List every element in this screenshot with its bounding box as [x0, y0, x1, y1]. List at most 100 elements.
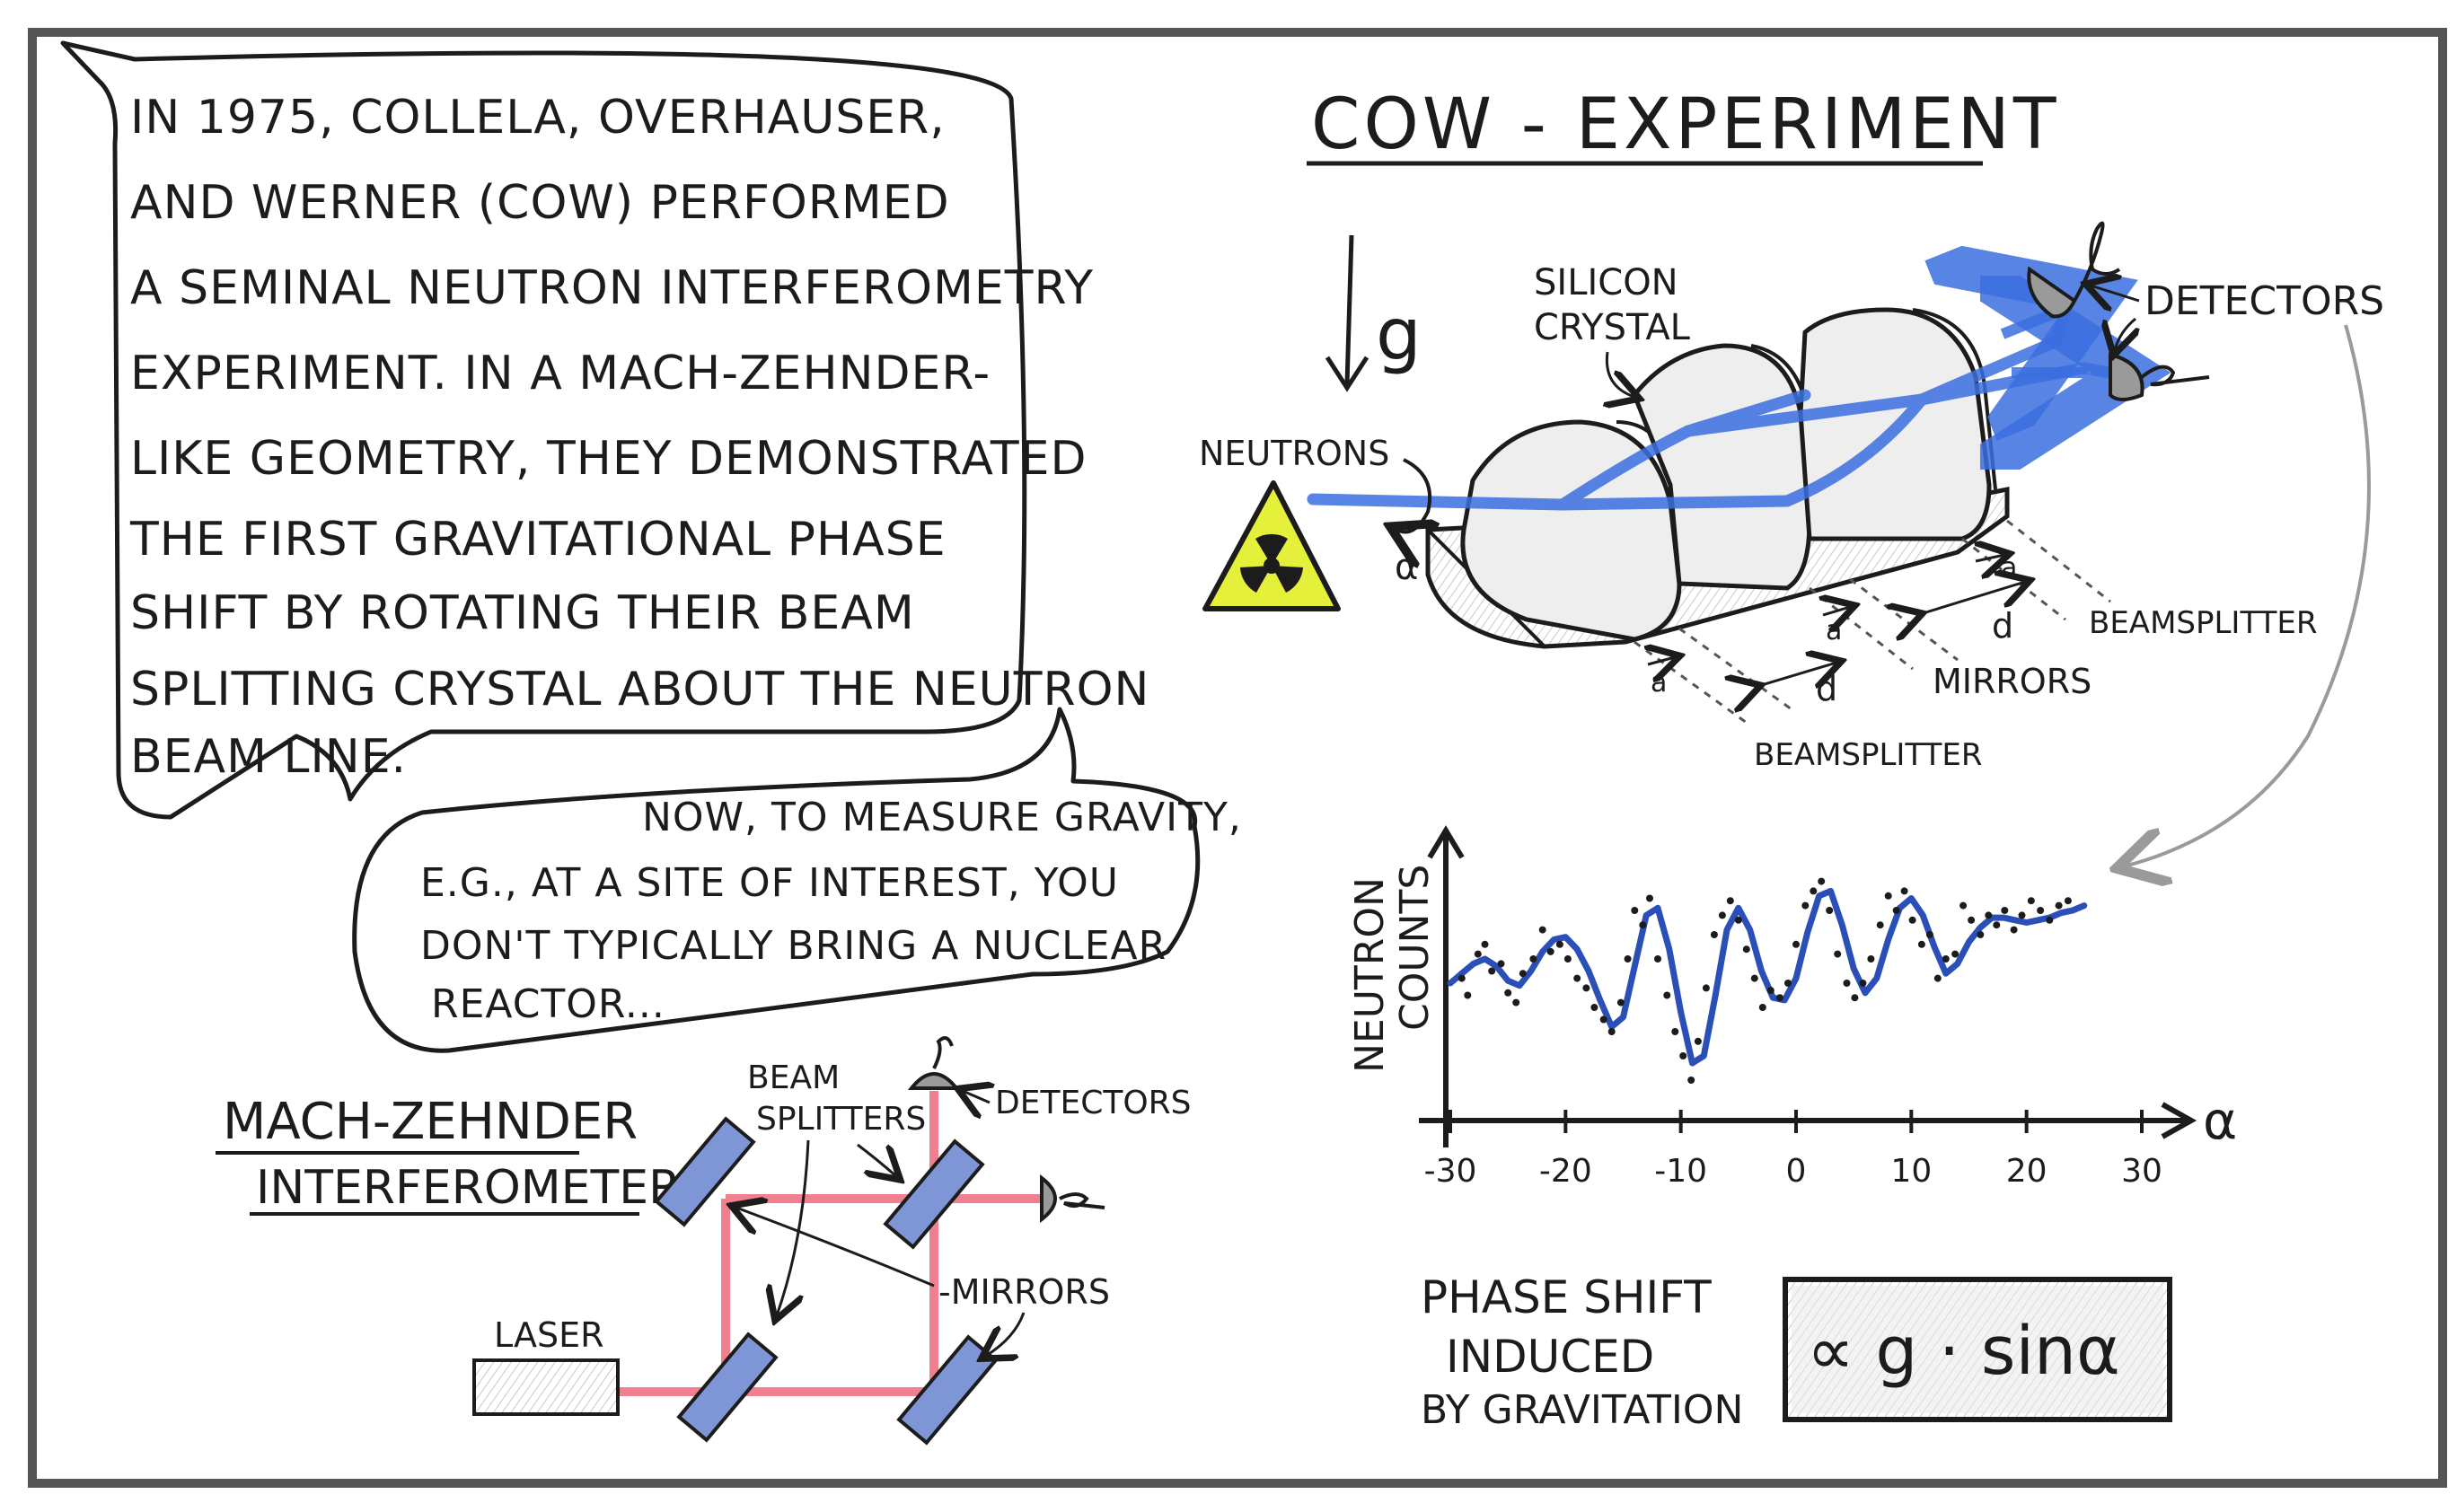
data-point: [1504, 989, 1512, 997]
detector-icon-bottom: [2109, 352, 2210, 401]
data-point: [1843, 980, 1851, 987]
data-point: [1758, 1004, 1766, 1011]
data-point: [2055, 901, 2063, 910]
data-point: [1497, 960, 1505, 968]
phase-shift-line-2: INDUCED: [1446, 1331, 1654, 1383]
data-point: [1616, 998, 1625, 1007]
dim-d-2: d: [1992, 606, 2013, 646]
data-point: [2001, 907, 2009, 914]
mz-detectors-label: DETECTORS: [995, 1085, 1192, 1121]
phase-shift-line-3: BY GRAVITATION: [1421, 1387, 1743, 1433]
data-point: [1687, 1077, 1695, 1084]
fit-curve: [1447, 887, 2088, 1067]
data-point: [1834, 950, 1842, 958]
y-axis-label-2: COUNTS: [1392, 865, 1438, 1031]
phase-shift-section: PHASE SHIFT INDUCED BY GRAVITATION ∝ g ·…: [1421, 1271, 2172, 1433]
data-point: [1654, 955, 1661, 963]
beamsplitter-label-right: BEAMSPLITTER: [2089, 605, 2318, 641]
x-tick-label: 30: [2121, 1153, 2162, 1190]
mz-callout-arrows: [736, 1091, 1026, 1356]
x-tick-label: -20: [1539, 1153, 1592, 1190]
x-tick-label: 0: [1786, 1153, 1807, 1190]
data-point: [1710, 931, 1718, 938]
data-point: [1624, 955, 1632, 963]
gravity-line-3: DON'T TYPICALLY BRING A NUCLEAR: [420, 923, 1167, 969]
data-point: [1818, 877, 1826, 885]
mz-beam-splitter-bottom-left: [676, 1332, 779, 1443]
mz-detector-top-icon: [907, 1036, 961, 1090]
data-point: [1481, 940, 1489, 948]
data-point: [1555, 940, 1563, 948]
y-axis-label-1: NEUTRON: [1347, 877, 1393, 1073]
data-point: [1718, 911, 1726, 919]
data-point: [1694, 1037, 1702, 1045]
gravity-line-1: NOW, TO MEASURE GRAVITY,: [642, 795, 1242, 840]
data-point: [1951, 950, 1959, 958]
data-point: [2064, 897, 2072, 905]
data-point: [1942, 955, 1950, 963]
data-point: [1529, 955, 1537, 963]
intro-line-8: SPLITTING CRYSTAL ABOUT THE NEUTRON: [130, 663, 1149, 716]
data-point: [1792, 940, 1800, 948]
data-point: [1607, 1028, 1616, 1035]
intro-line-4: EXPERIMENT. IN A MACH-ZEHNDER-: [130, 347, 991, 400]
x-tick-label: 10: [1890, 1153, 1932, 1190]
data-point: [1900, 887, 1908, 895]
data-point: [1810, 887, 1818, 895]
data-point: [1599, 1015, 1607, 1024]
detector-icon-top: [2027, 221, 2121, 319]
data-point: [1917, 940, 1925, 948]
data-point: [1671, 1028, 1679, 1035]
data-point: [1884, 892, 1892, 900]
data-point: [1985, 911, 1993, 919]
data-point: [1457, 974, 1466, 982]
data-point: [1742, 945, 1750, 954]
intro-text: IN 1975, COLLELA, OVERHAUSER, AND WERNER…: [129, 91, 1149, 784]
detectors-label: DETECTORS: [2144, 278, 2384, 324]
outer-frame: [28, 28, 2447, 1488]
data-point: [1993, 921, 2001, 929]
intro-line-5: LIKE GEOMETRY, THEY DEMONSTRATED: [130, 432, 1088, 486]
data-point: [1859, 980, 1867, 987]
dimension-arrows: [1648, 555, 2025, 687]
data-point: [1750, 974, 1758, 982]
mz-beam-splitter-top-right: [883, 1138, 985, 1250]
beam-splitters-label-1: BEAM: [747, 1059, 840, 1096]
data-point: [1546, 947, 1554, 955]
gravity-label: g: [1376, 293, 1422, 376]
rotation-label: α: [1395, 547, 1418, 588]
x-tick-label: -30: [1424, 1153, 1477, 1190]
data-point: [1851, 994, 1859, 1002]
silicon-label-2: CRYSTAL: [1534, 307, 1691, 348]
mirrors-label: MIRRORS: [1933, 662, 2092, 701]
dim-a-1: a: [1651, 667, 1667, 699]
data-point: [1488, 967, 1496, 975]
data-point: [1784, 980, 1792, 987]
silicon-label-1: SILICON: [1534, 262, 1678, 303]
beamsplitter-label-bottom: BEAMSPLITTER: [1754, 737, 1983, 773]
intro-line-6: THE FIRST GRAVITATIONAL PHASE: [129, 513, 947, 567]
data-point: [1464, 991, 1472, 999]
data-point: [1734, 916, 1742, 924]
data-point: [1776, 994, 1783, 1002]
intro-speech-bubble: [60, 40, 1027, 820]
data-point: [1826, 907, 1834, 914]
phase-shift-line-1: PHASE SHIFT: [1421, 1271, 1712, 1323]
gravity-text: NOW, TO MEASURE GRAVITY, E.G., AT A SITE…: [420, 795, 1242, 1027]
radiation-icon: [1202, 480, 1341, 611]
data-point: [1892, 907, 1900, 914]
beam-splitters-label-2: SPLITTERS: [756, 1101, 926, 1138]
data-point: [2037, 907, 2045, 914]
laser-label: LASER: [494, 1315, 604, 1355]
data-point: [1646, 894, 1653, 902]
data-point: [2027, 897, 2035, 905]
data-point: [1876, 921, 1884, 929]
intro-line-9: BEAM LINE.: [130, 730, 407, 784]
intro-line-3: A SEMINAL NEUTRON INTERFEROMETRY: [130, 261, 1094, 315]
data-point: [1519, 970, 1527, 978]
data-point: [1726, 897, 1734, 905]
data-point: [1766, 987, 1774, 995]
cow-setup: g α: [1199, 221, 2384, 866]
